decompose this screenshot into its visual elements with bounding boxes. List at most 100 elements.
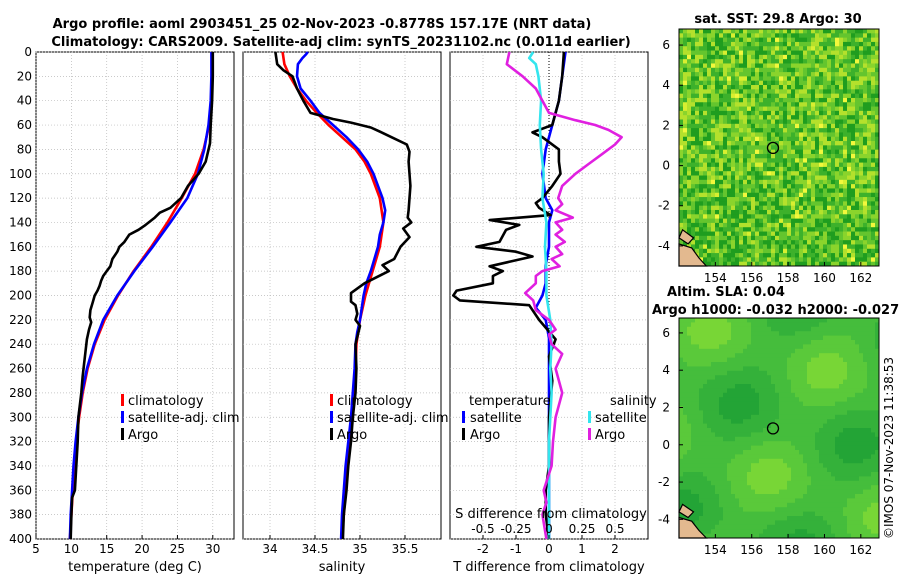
heatmap-cell [767,46,771,51]
heatmap-cell [719,410,723,415]
heatmap-cell [855,81,859,86]
heatmap-cell [867,176,871,181]
heatmap-cell [779,375,783,380]
heatmap-cell [859,81,863,86]
heatmap-cell [691,362,695,367]
heatmap-cell [695,232,699,237]
heatmap-cell [839,223,843,228]
heatmap-cell [855,51,859,56]
heatmap-cell [723,441,727,446]
heatmap-cell [795,206,799,211]
heatmap-cell [723,353,727,358]
heatmap-cell [687,63,691,68]
heatmap-cell [719,240,723,245]
heatmap-cell [787,468,791,473]
heatmap-cell [787,68,791,73]
heatmap-cell [747,253,751,258]
heatmap-cell [715,227,719,232]
heatmap-cell [819,498,823,503]
heatmap-cell [839,249,843,254]
heatmap-cell [811,81,815,86]
heatmap-cell [787,197,791,202]
heatmap-cell [783,318,787,323]
y-tick-label: 360 [9,483,32,497]
heatmap-cell [763,145,767,150]
heatmap-cell [851,81,855,86]
heatmap-cell [719,102,723,107]
heatmap-cell [775,344,779,349]
heatmap-cell [771,472,775,477]
heatmap-cell [759,89,763,94]
heatmap-cell [863,184,867,189]
heatmap-cell [835,402,839,407]
heatmap-cell [719,446,723,451]
heatmap-cell [739,380,743,385]
heatmap-cell [827,253,831,258]
heatmap-cell [711,437,715,442]
heatmap-cell [759,206,763,211]
heatmap-cell [707,397,711,402]
heatmap-cell [759,432,763,437]
heatmap-cell [839,98,843,103]
heatmap-cell [803,520,807,525]
heatmap-cell [691,145,695,150]
heatmap-cell [835,437,839,442]
heatmap-cell [771,33,775,38]
heatmap-cell [807,193,811,198]
heatmap-cell [831,68,835,73]
heatmap-cell [843,76,847,81]
heatmap-cell [751,163,755,168]
heatmap-cell [771,176,775,181]
heatmap-cell [803,494,807,499]
heatmap-cell [691,158,695,163]
heatmap-cell [799,223,803,228]
heatmap-cell [795,141,799,146]
heatmap-cell [691,349,695,354]
heatmap-cell [731,428,735,433]
heatmap-cell [831,353,835,358]
heatmap-cell [703,33,707,38]
heatmap-cell [763,163,767,168]
heatmap-cell [739,494,743,499]
heatmap-cell [751,85,755,90]
heatmap-cell [691,397,695,402]
heatmap-cell [819,485,823,490]
heatmap-cell [743,206,747,211]
heatmap-cell [747,38,751,43]
heatmap-cell [731,46,735,51]
heatmap-cell [799,529,803,534]
heatmap-cell [815,219,819,224]
heatmap-cell [783,468,787,473]
heatmap-cell [767,503,771,508]
heatmap-cell [863,107,867,112]
heatmap-cell [799,428,803,433]
heatmap-cell [699,249,703,254]
heatmap-cell [819,393,823,398]
heatmap-cell [847,38,851,43]
heatmap-cell [867,214,871,219]
heatmap-cell [787,428,791,433]
heatmap-cell [747,167,751,172]
heatmap-cell [799,366,803,371]
heatmap-cell [807,463,811,468]
heatmap-cell [823,94,827,99]
heatmap-cell [731,516,735,521]
heatmap-cell [807,63,811,68]
heatmap-cell [863,223,867,228]
heatmap-cell [715,180,719,185]
heatmap-cell [711,102,715,107]
heatmap-cell [751,432,755,437]
x-tick-label: 30 [205,542,220,556]
heatmap-cell [815,163,819,168]
heatmap-cell [683,119,687,124]
heatmap-cell [803,167,807,172]
heatmap-cell [791,249,795,254]
heatmap-cell [751,353,755,358]
heatmap-cell [703,406,707,411]
heatmap-cell [707,163,711,168]
heatmap-cell [779,59,783,64]
heatmap-cell [847,81,851,86]
heatmap-cell [835,463,839,468]
heatmap-cell [703,240,707,245]
heatmap-cell [699,63,703,68]
